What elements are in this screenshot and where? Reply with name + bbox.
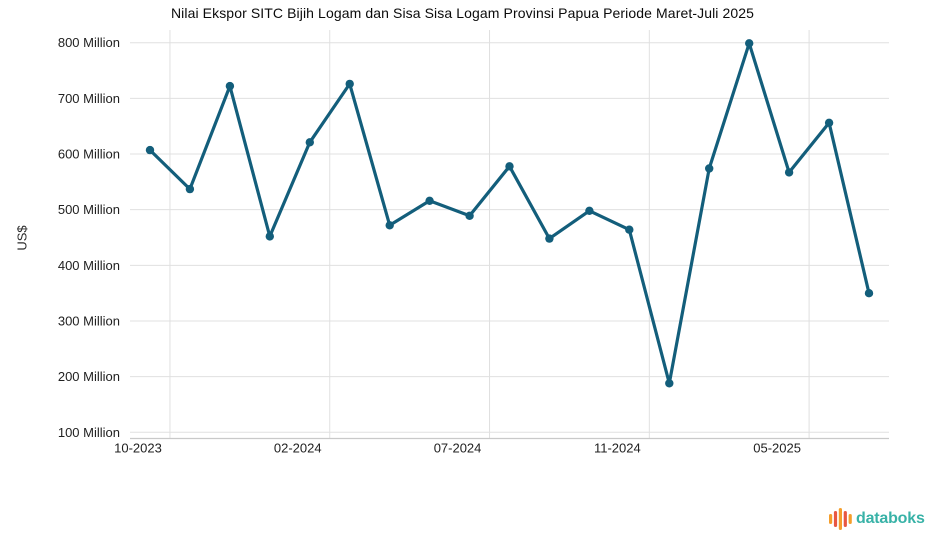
- y-tick-label: 200 Million: [58, 369, 120, 384]
- databoks-logo[interactable]: databoks: [829, 504, 925, 534]
- y-tick-label: 800 Million: [58, 35, 120, 50]
- x-tick-label: 02-2024: [274, 441, 322, 456]
- data-point[interactable]: [745, 39, 754, 48]
- y-tick-label: 500 Million: [58, 202, 120, 217]
- data-point[interactable]: [225, 81, 235, 91]
- y-tick-label: 100 Million: [58, 425, 120, 440]
- y-tick-label: 600 Million: [58, 147, 120, 162]
- data-point[interactable]: [305, 138, 314, 147]
- data-point[interactable]: [585, 206, 594, 215]
- databoks-icon: [829, 508, 852, 530]
- x-tick-label: 11-2024: [594, 441, 641, 456]
- logo-bar: [829, 514, 833, 524]
- data-point[interactable]: [265, 232, 274, 241]
- data-point[interactable]: [665, 379, 674, 388]
- data-point[interactable]: [345, 79, 354, 89]
- data-point[interactable]: [145, 145, 155, 155]
- logo-bar: [838, 508, 842, 530]
- data-point[interactable]: [625, 225, 634, 234]
- data-point[interactable]: [705, 164, 714, 173]
- databoks-logo-text: databoks: [856, 510, 925, 527]
- y-tick-label: 700 Million: [58, 91, 120, 106]
- data-point[interactable]: [505, 162, 514, 171]
- y-axis: 800 Million 700 Million 600 Million 500 Mil…: [58, 35, 889, 440]
- data-point[interactable]: [185, 184, 195, 194]
- data-point[interactable]: [385, 221, 394, 230]
- data-point[interactable]: [784, 168, 794, 177]
- data-point[interactable]: [425, 196, 434, 205]
- y-tick-label: 300 Million: [58, 313, 120, 328]
- x-axis: 10-2023 02-2024 07-2024 11-2024 05-2025: [114, 30, 810, 456]
- logo-bar: [843, 511, 847, 527]
- chart-title: Nilai Ekspor SITC Bijih Logam dan Sisa S…: [170, 5, 755, 21]
- y-tick-label: 400 Million: [58, 258, 120, 273]
- data-point[interactable]: [864, 289, 874, 298]
- logo-bar: [848, 514, 852, 524]
- logo-bar: [833, 511, 838, 527]
- data-point[interactable]: [465, 211, 474, 220]
- x-tick-label: 05-2025: [753, 441, 801, 456]
- x-tick-label: 10-2023: [114, 441, 162, 456]
- data-point[interactable]: [545, 234, 554, 243]
- series-line: [148, 41, 871, 385]
- line-chart[interactable]: 800 Million 700 Million 600 Million 500 Mil…: [0, 0, 925, 478]
- data-point[interactable]: [824, 118, 834, 128]
- x-tick-label: 07-2024: [434, 441, 482, 456]
